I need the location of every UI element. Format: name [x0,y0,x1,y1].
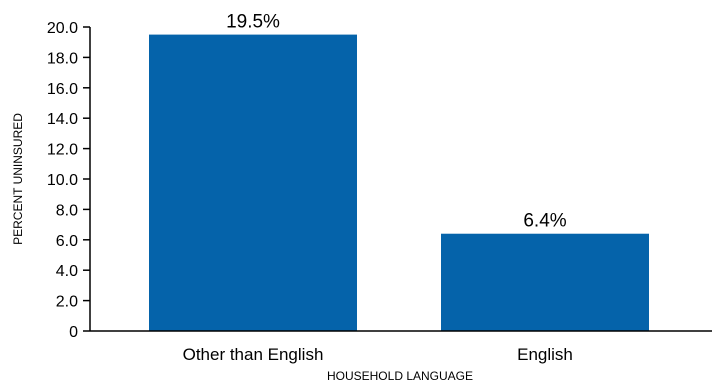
y-tick-label: 10.0 [47,172,78,189]
y-tick-label: 14.0 [47,111,78,128]
bar-data-label: 6.4% [523,211,566,232]
y-tick-label: 0 [69,324,78,341]
y-tick-label: 2.0 [56,294,78,311]
bar [149,34,357,331]
data-labels: 19.5% 6.4% [226,12,567,232]
y-axis-title: PERCENT UNINSURED [11,113,25,245]
y-tick-label: 12.0 [47,142,78,159]
y-tick-label: 16.0 [47,81,78,98]
category-label: English [517,345,573,364]
bars [149,34,649,331]
y-tick-label: 20.0 [47,20,78,37]
bar [441,233,649,331]
y-tick-label: 18.0 [47,50,78,67]
y-tick-label: 8.0 [56,202,78,219]
x-axis-title: HOUSEHOLD LANGUAGE [327,369,473,383]
y-axis-ticks: 0 2.0 4.0 6.0 8.0 10.0 12.0 14.0 16.0 18.0 20.0 [47,20,90,341]
category-labels: Other than English English [183,345,573,364]
y-tick-label: 6.0 [56,233,78,250]
bar-data-label: 19.5% [226,12,280,33]
category-label: Other than English [183,345,324,364]
y-tick-label: 4.0 [56,263,78,280]
